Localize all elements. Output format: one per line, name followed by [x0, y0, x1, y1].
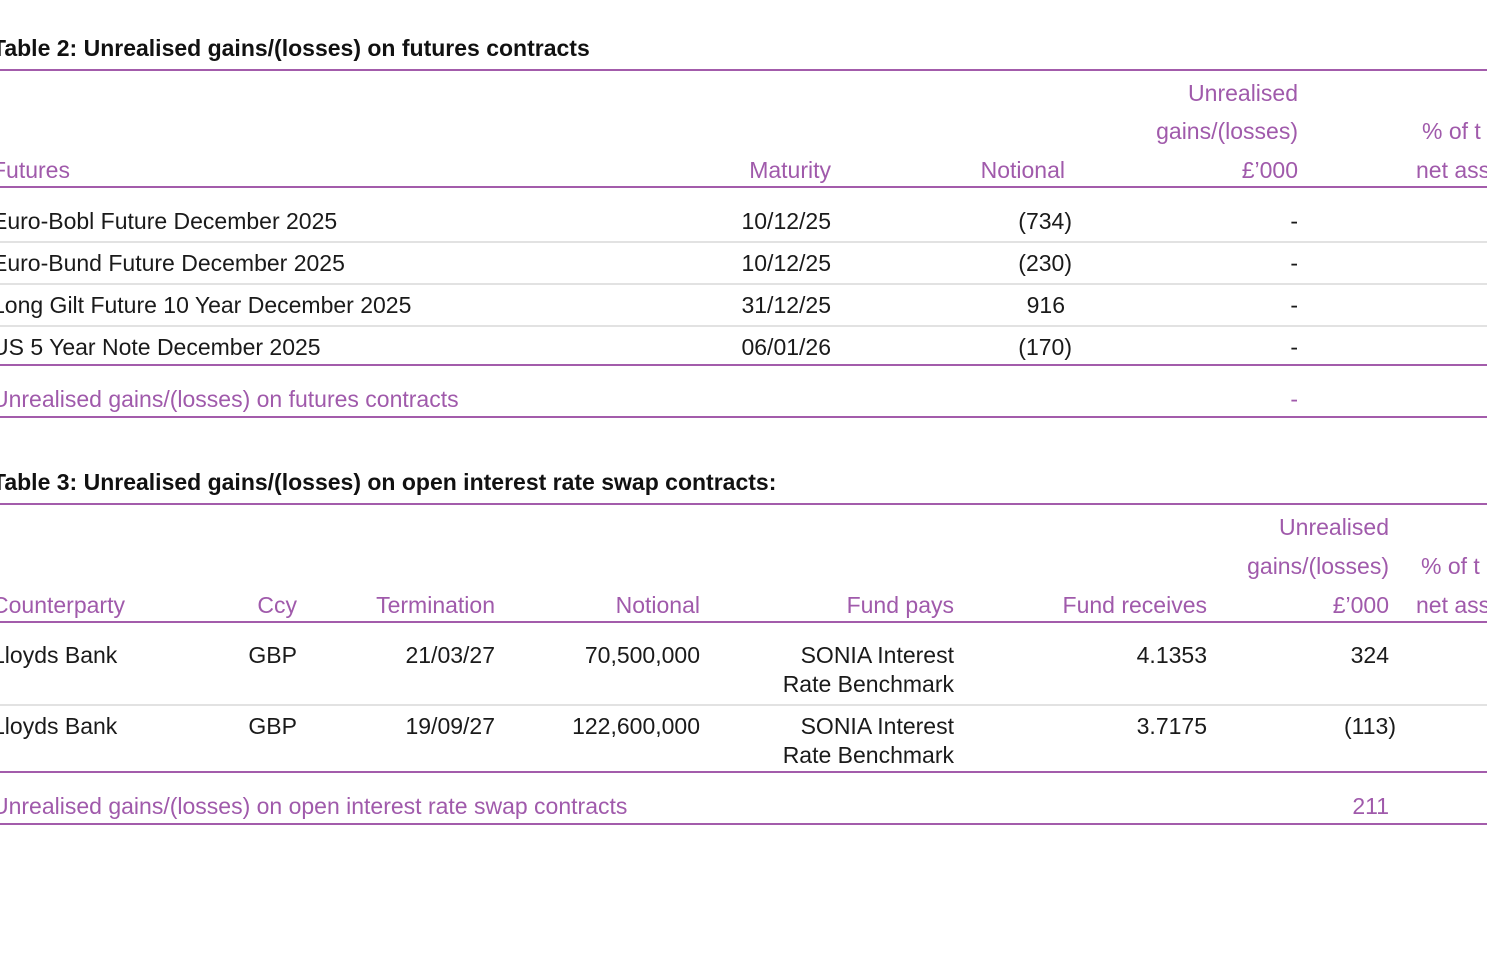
- rule: [0, 69, 1487, 71]
- total-label: Unrealised gains/(losses) on open intere…: [0, 793, 628, 819]
- column-header: net ass: [1416, 157, 1487, 183]
- row-separator: [0, 704, 1487, 706]
- row-separator: [0, 241, 1487, 243]
- column-header: Counterparty: [0, 592, 125, 618]
- column-header: Termination: [376, 592, 495, 618]
- rule: [0, 503, 1487, 505]
- cell: (170): [1018, 334, 1072, 360]
- column-header: net ass: [1416, 592, 1487, 618]
- rule: [0, 823, 1487, 825]
- cell: SONIA Interest: [800, 642, 954, 668]
- row-separator: [0, 283, 1487, 285]
- column-header: Fund receives: [1062, 592, 1207, 618]
- table-title: Table 3: Unrealised gains/(losses) on op…: [0, 469, 777, 495]
- total-label: Unrealised gains/(losses) on futures con…: [0, 386, 459, 412]
- cell: Lloyds Bank: [0, 642, 118, 668]
- cell: 70,500,000: [584, 642, 700, 668]
- total-value: -: [1290, 386, 1298, 412]
- column-header: £’000: [1332, 592, 1389, 618]
- cell: GBP: [248, 642, 297, 668]
- cell: -: [1290, 250, 1298, 276]
- cell: 21/03/27: [405, 642, 495, 668]
- rule: [0, 621, 1487, 623]
- column-header: £’000: [1241, 157, 1298, 183]
- column-header: gains/(losses): [1247, 553, 1389, 579]
- cell: (113): [1344, 713, 1396, 739]
- table-title: Table 2: Unrealised gains/(losses) on fu…: [0, 35, 590, 61]
- cell: (230): [1018, 250, 1072, 276]
- cell: Long Gilt Future 10 Year December 2025: [0, 292, 412, 318]
- rule: [0, 364, 1487, 366]
- column-header: Fund pays: [846, 592, 954, 618]
- cell: Euro-Bobl Future December 2025: [0, 208, 338, 234]
- column-header: Ccy: [257, 592, 297, 618]
- cell: 31/12/25: [741, 292, 831, 318]
- cell: 916: [1026, 292, 1065, 318]
- cell: GBP: [248, 713, 297, 739]
- cell: SONIA Interest: [800, 713, 954, 739]
- total-value: 211: [1352, 793, 1389, 819]
- cell: US 5 Year Note December 2025: [0, 334, 321, 360]
- rule: [0, 771, 1487, 773]
- rule: [0, 186, 1487, 188]
- column-header: % of t: [1421, 553, 1480, 579]
- cell: 324: [1350, 642, 1389, 668]
- cell: 06/01/26: [741, 334, 831, 360]
- cell: Lloyds Bank: [0, 713, 118, 739]
- column-header: Unrealised: [1279, 514, 1389, 540]
- cell: -: [1290, 292, 1298, 318]
- column-header: Futures: [0, 157, 70, 183]
- column-header: Unrealised: [1188, 80, 1298, 106]
- cell: 19/09/27: [405, 713, 495, 739]
- cell: Rate Benchmark: [782, 742, 954, 768]
- cell: 4.1353: [1136, 642, 1207, 668]
- cell: 10/12/25: [741, 250, 831, 276]
- column-header: Maturity: [749, 157, 831, 183]
- rule: [0, 416, 1487, 418]
- cell: 3.7175: [1136, 713, 1207, 739]
- cell: Euro-Bund Future December 2025: [0, 250, 345, 276]
- column-header: gains/(losses): [1156, 118, 1298, 144]
- column-header: Notional: [980, 157, 1065, 183]
- column-header: Notional: [615, 592, 700, 618]
- cell: (734): [1018, 208, 1072, 234]
- cell: Rate Benchmark: [782, 671, 954, 697]
- cell: 10/12/25: [741, 208, 831, 234]
- column-header: % of t: [1422, 118, 1481, 144]
- cell: -: [1290, 334, 1298, 360]
- row-separator: [0, 325, 1487, 327]
- cell: 122,600,000: [572, 713, 700, 739]
- cell: -: [1290, 208, 1298, 234]
